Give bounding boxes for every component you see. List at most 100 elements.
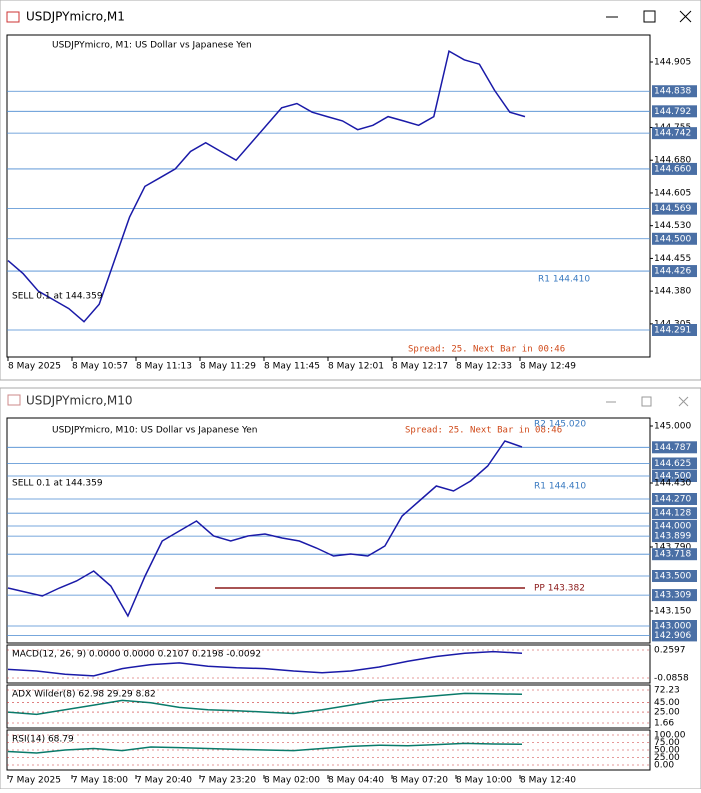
price-box [652, 127, 697, 140]
window-icon [6, 11, 20, 23]
price-box [652, 493, 697, 505]
indicator-axis-label: 0.2597 [654, 646, 686, 656]
time-label: 8 May 10:57 [72, 362, 128, 372]
price-box [652, 620, 697, 632]
time-label: 8 May 04:40 [328, 776, 384, 786]
window-title: USDJPYmicro,M10 [26, 394, 133, 408]
time-label: 8 May 12:40 [520, 776, 576, 786]
spread-text: Spread: 25. Next Bar in 00:46 [408, 345, 565, 355]
price-label: 144.787 [654, 443, 691, 453]
maximize-button[interactable] [641, 396, 652, 407]
time-label: 8 May 11:29 [200, 362, 256, 372]
r1-label: R1 144.410 [538, 275, 590, 285]
time-label: 8 May 12:01 [328, 362, 384, 372]
price-box [652, 629, 697, 642]
price-label: 143.899 [654, 532, 691, 542]
price-box [652, 232, 697, 245]
price-box [652, 202, 697, 215]
price-label: 143.309 [654, 591, 691, 601]
indicator-axis-label: 25.00 [654, 753, 680, 763]
price-label: 144.500 [654, 472, 691, 482]
price-label: 144.270 [654, 495, 691, 505]
price-box [652, 520, 697, 532]
r2-label: R2 145.020 [534, 420, 586, 430]
price-box [652, 441, 697, 454]
price-label: 144.660 [654, 164, 691, 174]
chart-area [6, 417, 651, 644]
price-label: 143.790 [654, 543, 691, 553]
r1-label: R1 144.410 [534, 482, 586, 492]
price-label: 144.128 [654, 509, 691, 519]
price-label: 144.792 [654, 107, 691, 117]
price-line [7, 440, 523, 618]
price-label: 143.718 [654, 550, 691, 560]
window-title: USDJPYmicro,M1 [26, 10, 125, 24]
price-box [652, 324, 697, 336]
indicator-axis-label: 25.00 [654, 708, 680, 718]
indicator-axis-label: 1.66 [654, 719, 674, 729]
chart-area [6, 34, 651, 358]
indicator-label: RSI(14) 68.79 [12, 735, 74, 745]
sell-label: SELL 0.1 at 144.359 [12, 479, 103, 489]
price-label: 144.500 [654, 234, 691, 244]
price-box [652, 457, 697, 470]
time-label: 8 May 12:33 [456, 362, 512, 372]
sell-label: SELL 0.1 at 144.359 [12, 292, 103, 302]
indicator-axis-label: 100.00 [654, 731, 686, 741]
pp-label: PP 143.382 [534, 584, 585, 594]
price-label: 144.625 [654, 459, 691, 469]
time-label: 7 May 2025 [8, 776, 61, 786]
price-box [652, 589, 697, 602]
price-label: 144.291 [654, 326, 691, 336]
indicator-label: ADX Wilder(8) 62.98 29.29 8.82 [12, 690, 156, 700]
time-label: 7 May 20:40 [136, 776, 192, 786]
indicator-line [7, 692, 523, 716]
maximize-button[interactable] [643, 10, 656, 23]
time-label: 7 May 23:20 [200, 776, 256, 786]
indicator-panel [6, 644, 651, 684]
time-label: 8 May 07:20 [392, 776, 448, 786]
indicator-label: MACD(12, 26, 9) 0.0000 0.0000 0.2107 0.2… [12, 650, 261, 660]
price-box [652, 570, 697, 582]
indicator-axis-label: 45.00 [654, 698, 680, 708]
time-label: 8 May 12:49 [520, 362, 576, 372]
price-label: 142.906 [654, 631, 691, 641]
price-label: 144.000 [654, 522, 691, 532]
price-label: 144.380 [654, 287, 691, 297]
price-box [652, 470, 697, 482]
price-label: 145.000 [654, 422, 691, 432]
price-label: 144.455 [654, 254, 691, 264]
price-box [652, 162, 697, 175]
indicator-line [7, 742, 523, 754]
price-label: 144.905 [654, 58, 691, 68]
time-label: 8 May 11:13 [136, 362, 192, 372]
indicator-axis-label: -0.0858 [654, 674, 689, 684]
price-label: 144.605 [654, 188, 691, 198]
price-line [7, 49, 526, 323]
price-label: 144.742 [654, 129, 691, 139]
price-label: 144.680 [654, 156, 691, 166]
indicator-axis-label: 75.00 [654, 738, 680, 748]
time-label: 8 May 11:45 [264, 362, 320, 372]
price-box [652, 265, 697, 278]
price-label: 144.838 [654, 87, 691, 97]
close-button[interactable] [679, 10, 692, 23]
time-label: 8 May 10:00 [456, 776, 512, 786]
time-label: 8 May 2025 [8, 362, 61, 372]
window-icon [7, 394, 21, 406]
price-box [652, 507, 697, 520]
price-box [652, 85, 697, 98]
price-label: 143.150 [654, 607, 691, 617]
price-label: 144.430 [654, 479, 691, 489]
price-label: 143.500 [654, 572, 691, 582]
time-label: 8 May 02:00 [264, 776, 320, 786]
price-label: 144.426 [654, 267, 691, 277]
price-label: 143.000 [654, 622, 691, 632]
indicator-axis-label: 50.00 [654, 746, 680, 756]
indicator-line [7, 650, 523, 677]
price-box [652, 548, 697, 561]
indicator-axis-label: 72.23 [654, 686, 680, 696]
close-button[interactable] [678, 396, 689, 407]
price-label: 144.530 [654, 221, 691, 231]
